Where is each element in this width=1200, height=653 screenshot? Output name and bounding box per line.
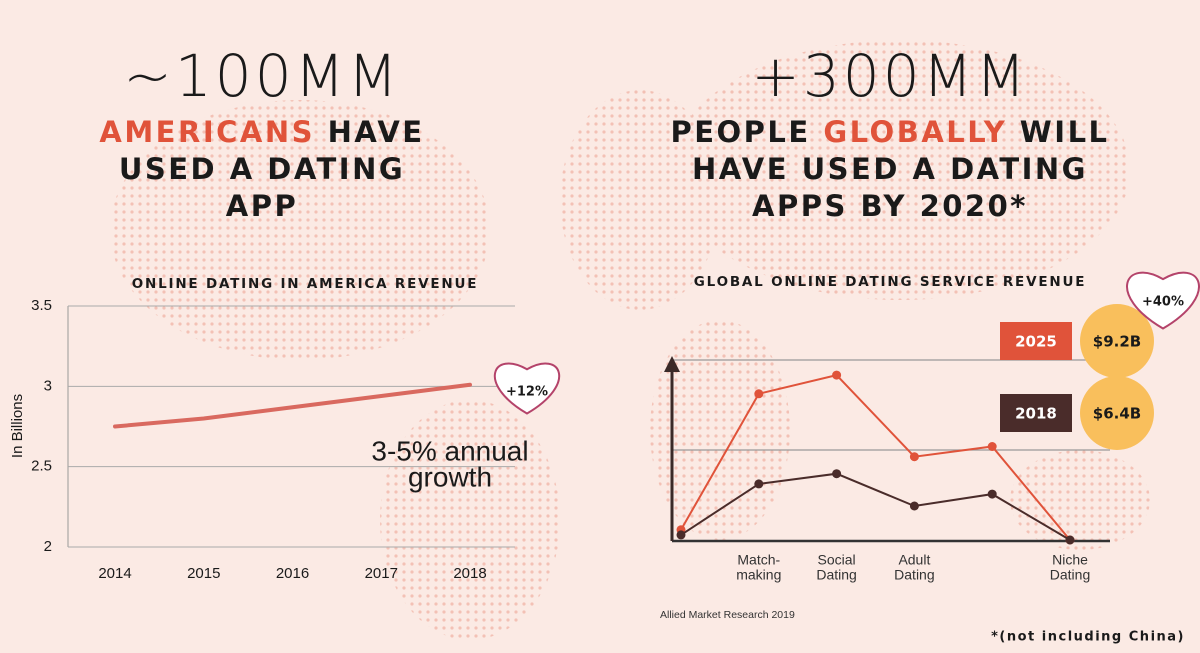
source: Allied Market Research 2019 — [660, 609, 795, 621]
y-tick-label: 3 — [44, 377, 52, 394]
x-tick-label: 2015 — [187, 565, 220, 582]
headline-line: APPS BY 2020* — [752, 189, 1028, 223]
data-line — [113, 382, 472, 429]
headline-line: HAVE USED A DATING — [692, 152, 1088, 186]
headline-text: PEOPLE — [670, 115, 823, 149]
y-axis-label: In Billions — [9, 394, 26, 458]
annotation: 3-5% annual — [371, 435, 528, 466]
headline-number: +300MM — [751, 42, 1028, 110]
data-point — [987, 489, 997, 499]
x-tick-label: making — [736, 567, 781, 583]
chart-title: ONLINE DATING IN AMERICA REVENUE — [132, 276, 479, 292]
data-point — [909, 501, 919, 511]
x-tick-label: 2017 — [365, 565, 398, 582]
data-point — [1065, 535, 1075, 545]
x-tick-label: Match- — [737, 552, 780, 568]
x-tick-label: 2018 — [453, 565, 486, 582]
headline-line: PEOPLE GLOBALLY WILL — [670, 115, 1109, 149]
headline-line: AMERICANS HAVE — [99, 115, 424, 149]
headline-text: WILL — [1007, 115, 1109, 149]
x-tick-label: Niche — [1052, 552, 1088, 568]
legend-label: 2018 — [1015, 405, 1057, 423]
headline-text: AMERICANS — [99, 115, 315, 149]
data-point — [754, 389, 764, 399]
legend-label: 2025 — [1015, 333, 1057, 351]
headline-number: ~100MM — [123, 42, 400, 110]
badge-label: +12% — [506, 385, 548, 400]
data-point — [676, 530, 686, 540]
x-tick-label: Dating — [816, 567, 856, 583]
x-tick-label: Dating — [894, 567, 934, 583]
total-circle — [1080, 304, 1154, 378]
x-tick-label: Dating — [1050, 567, 1090, 583]
heart-badge — [1126, 271, 1200, 330]
data-point — [832, 370, 842, 380]
annotation: growth — [408, 461, 492, 492]
headline-text: GLOBALLY — [823, 115, 1007, 149]
total-label: $6.4B — [1093, 405, 1141, 423]
x-tick-label: 2016 — [276, 565, 309, 582]
legend-swatch — [1000, 322, 1072, 360]
footnote: *(not including China) — [991, 630, 1185, 645]
data-point — [987, 442, 997, 451]
headline-text: USED A DATING — [119, 152, 405, 186]
heart-badge — [493, 362, 561, 415]
headline-text: APP — [226, 189, 298, 223]
y-tick-label: 2 — [44, 538, 52, 555]
total-circle — [1080, 376, 1154, 450]
headline-line: USED A DATING — [119, 152, 405, 186]
data-point — [832, 469, 842, 479]
data-point — [754, 479, 764, 489]
data-point — [909, 452, 919, 462]
chart-title: GLOBAL ONLINE DATING SERVICE REVENUE — [694, 274, 1086, 290]
x-tick-label: 2014 — [98, 565, 131, 582]
x-tick-label: Social — [818, 552, 856, 568]
headline-text: HAVE — [315, 115, 425, 149]
data-line — [680, 373, 1071, 541]
y-tick-label: 2.5 — [31, 458, 52, 475]
headline-text: HAVE USED A DATING — [692, 152, 1088, 186]
data-line — [680, 472, 1071, 541]
headline-text: APPS BY 2020* — [752, 189, 1028, 223]
badge-label: +40% — [1142, 295, 1184, 310]
legend-swatch — [1000, 394, 1072, 432]
y-tick-label: 3.5 — [31, 297, 52, 314]
total-label: $9.2B — [1093, 333, 1141, 351]
y-axis-arrow — [664, 356, 680, 372]
x-tick-label: Adult — [898, 552, 930, 568]
headline-line: APP — [226, 189, 298, 223]
